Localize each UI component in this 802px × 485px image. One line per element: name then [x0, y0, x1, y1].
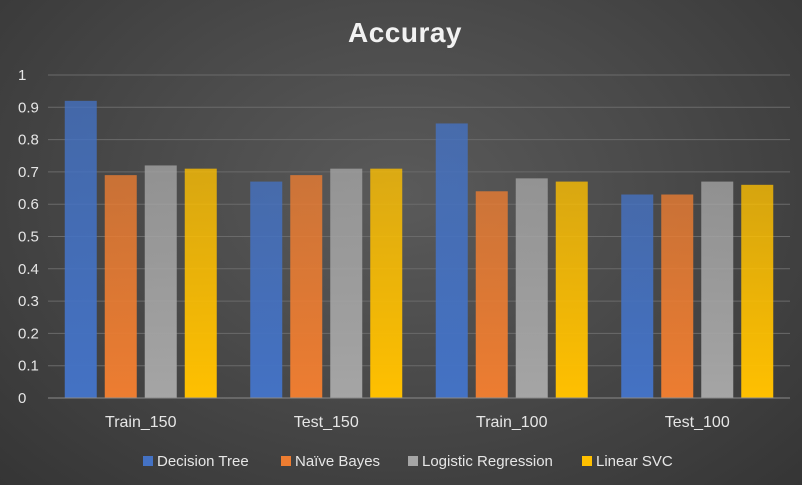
legend-swatch [582, 456, 592, 466]
bar-linear-svc-train_150 [184, 168, 217, 398]
y-tick-label: 1 [18, 67, 26, 84]
y-tick-label: 0.6 [18, 196, 39, 213]
bar-logistic-regression-test_100 [701, 181, 734, 398]
bar-linear-svc-train_100 [555, 181, 588, 398]
bar-decision-tree-test_100 [621, 194, 654, 398]
y-tick-label: 0.2 [18, 325, 39, 342]
bar-na-ve-bayes-train_150 [104, 175, 137, 398]
legend: Decision Tree Naïve Bayes Logistic Regress… [143, 453, 673, 470]
bar-logistic-regression-train_100 [515, 178, 548, 398]
bars [64, 100, 774, 398]
y-tick-label: 0.9 [18, 99, 39, 116]
bar-decision-tree-train_100 [435, 123, 468, 398]
y-tick-label: 0.8 [18, 132, 39, 149]
legend-swatch [143, 456, 153, 466]
y-tick-label: 0 [18, 390, 26, 407]
y-tick-label: 0.4 [18, 261, 39, 278]
bar-decision-tree-train_150 [64, 100, 97, 398]
legend-label: Linear SVC [596, 453, 673, 470]
bar-linear-svc-test_100 [741, 184, 774, 398]
legend-label: Naïve Bayes [295, 453, 380, 470]
y-tick-label: 0.1 [18, 358, 39, 375]
y-tick-label: 0.7 [18, 164, 39, 181]
x-category-label: Train_100 [476, 414, 548, 431]
x-category-label: Test_150 [294, 414, 359, 431]
bar-decision-tree-test_150 [250, 181, 283, 398]
bar-logistic-regression-train_150 [144, 165, 177, 398]
legend-label: Logistic Regression [422, 453, 553, 470]
bar-na-ve-bayes-test_100 [661, 194, 694, 398]
bar-na-ve-bayes-test_150 [290, 175, 323, 398]
y-tick-label: 0.5 [18, 229, 39, 246]
x-category-label: Test_100 [665, 414, 730, 431]
y-axis-ticks: 0 0.1 0.2 0.3 0.4 0.5 0.6 0.7 0.8 0.9 1 [18, 67, 39, 407]
bar-na-ve-bayes-train_100 [475, 191, 508, 398]
bar-linear-svc-test_150 [370, 168, 403, 398]
x-category-label: Train_150 [105, 414, 177, 431]
bar-logistic-regression-test_150 [330, 168, 363, 398]
x-axis-categories: Train_150 Test_150 Train_100 Test_100 [105, 414, 730, 431]
legend-label: Decision Tree [157, 453, 249, 470]
legend-swatch [281, 456, 291, 466]
chart-title: Accuray [348, 17, 462, 48]
y-tick-label: 0.3 [18, 293, 39, 310]
legend-swatch [408, 456, 418, 466]
